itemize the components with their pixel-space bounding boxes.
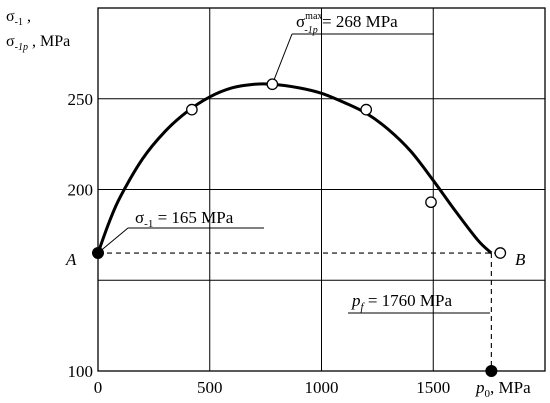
x-tick-label: 1000 — [305, 378, 339, 397]
plot-frame — [97, 7, 546, 372]
grid — [98, 8, 545, 371]
annotation-leaders — [97, 33, 490, 314]
x-tick-label: 0 — [94, 378, 103, 397]
point-a-label: A — [65, 250, 77, 269]
pf-annotation: pf = 1760 MPa — [351, 291, 452, 313]
key-point — [485, 365, 498, 377]
key-point — [92, 247, 104, 260]
x-tick-label: 500 — [197, 378, 223, 397]
measured-point — [360, 103, 373, 116]
measured-point — [425, 196, 437, 209]
x-tick-label: 1500 — [416, 378, 450, 397]
measured-point — [494, 247, 507, 259]
tick-labels: 0 500 1000 1500 100 200 250 — [68, 90, 451, 397]
y-tick-label: 200 — [68, 181, 94, 200]
leader-max — [271, 33, 293, 85]
y-tick-label: 100 — [68, 362, 94, 381]
max-annotation: σmax -1p = 268 MPa — [296, 11, 398, 36]
data-points — [92, 78, 507, 377]
leader-sigma — [97, 227, 129, 254]
y-axis-label-line2: σ-1p , MPa — [6, 33, 70, 53]
measured-point — [266, 78, 279, 91]
sigma-annotation: σ-1 = 165 MPa — [135, 208, 234, 230]
x-axis-label: p0, MPa — [475, 378, 531, 400]
y-tick-label: 250 — [68, 90, 94, 109]
point-b-label: B — [515, 250, 526, 269]
y-axis-label-line1: σ-1 , — [6, 8, 31, 28]
measured-point — [186, 103, 198, 116]
fitted-curve — [96, 82, 493, 255]
